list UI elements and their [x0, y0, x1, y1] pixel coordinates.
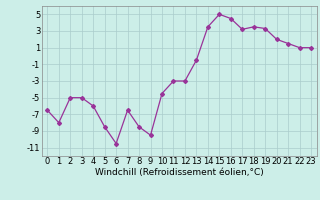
- X-axis label: Windchill (Refroidissement éolien,°C): Windchill (Refroidissement éolien,°C): [95, 168, 264, 177]
